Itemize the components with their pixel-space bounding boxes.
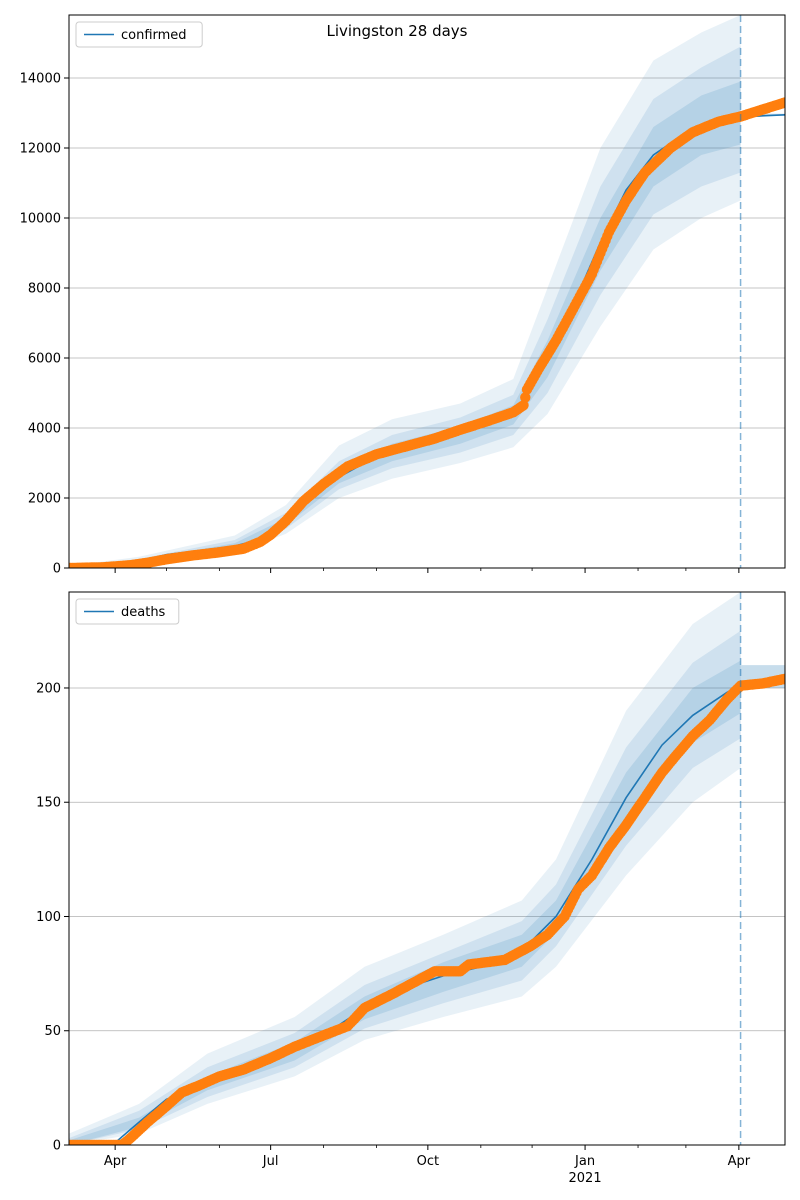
x-tick-label: Apr [104,1154,127,1169]
y-tick-label: 50 [44,1024,61,1039]
uncertainty-band [69,46,741,568]
y-tick-label: 14000 [20,72,61,87]
y-tick-label: 0 [53,562,61,577]
figure-title: Livingston 28 days [326,22,467,40]
y-tick-label: 150 [36,796,61,811]
x-tick-label: Jul [262,1154,279,1169]
observed-point [779,673,785,684]
x-tick-label: Apr [728,1154,751,1169]
y-tick-label: 12000 [20,142,61,157]
uncertainty-band [69,15,741,568]
plot-area [69,592,785,1145]
confirmed-panel: 0 2000 4000 6000 8000 10000 12000 14000 confirme… [20,14,786,577]
x-tick-label: Oct [417,1154,439,1169]
legend-box [75,598,180,625]
legend-box [75,21,203,48]
observed-point [779,97,785,108]
x-tick-sublabel: 2021 [569,1171,602,1186]
y-tick-label: 200 [36,681,61,696]
legend-label: confirmed [121,28,187,43]
y-tick-label: 2000 [28,492,61,507]
deaths-panel: 0 50 100 150 200 Apr Jul Oct Jan 2021 Apr deaths [36,591,786,1186]
uncertainty-band [69,592,741,1145]
x-tick-label: Jan [574,1154,595,1169]
y-tick-label: 8000 [28,282,61,297]
observed-point [518,400,529,411]
y-tick-label: 10000 [20,212,61,227]
y-tick-label: 100 [36,910,61,925]
y-tick-label: 4000 [28,422,61,437]
plot-area [69,15,785,568]
axes-frame [68,591,786,1146]
legend-label: deaths [121,605,166,620]
observed-point [520,392,531,403]
y-tick-label: 6000 [28,352,61,367]
axes-frame [68,14,786,569]
uncertainty-band [69,81,741,568]
y-tick-label: 0 [53,1139,61,1154]
